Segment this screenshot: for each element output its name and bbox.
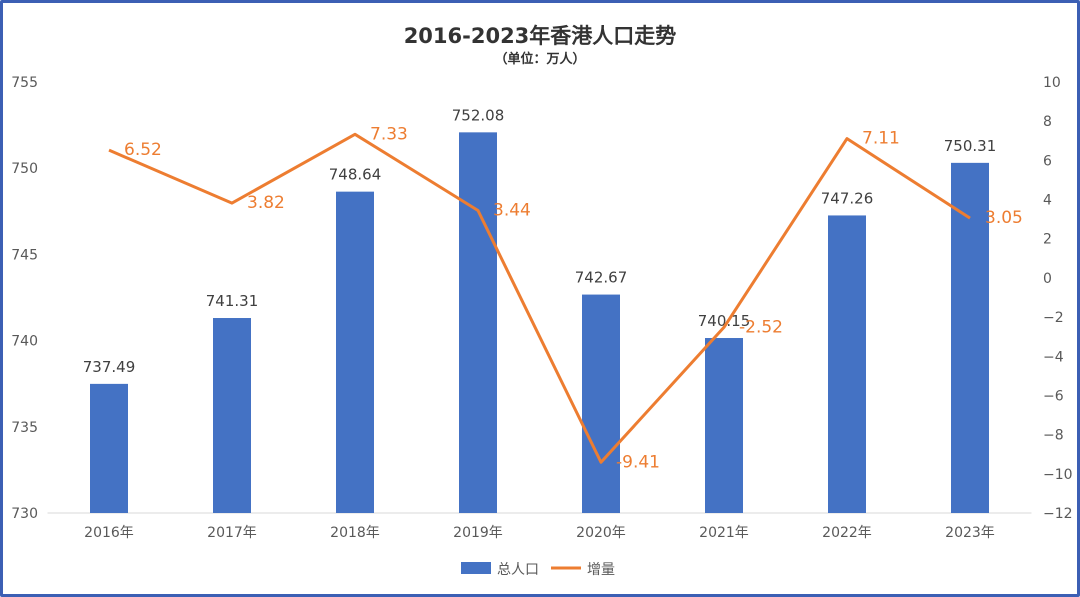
y-right-tick-label: −2 bbox=[1043, 310, 1064, 326]
bar bbox=[90, 383, 128, 513]
y-left-tick-label: 740 bbox=[11, 334, 38, 350]
y-right-tick-label: 2 bbox=[1043, 232, 1052, 248]
x-tick-label: 2016年 bbox=[84, 525, 134, 541]
x-tick-label: 2023年 bbox=[945, 525, 995, 541]
x-tick-label: 2020年 bbox=[576, 525, 626, 541]
line-data-label: -9.41 bbox=[616, 452, 660, 472]
line-data-label: 3.44 bbox=[493, 201, 531, 221]
y-right-tick-label: −4 bbox=[1043, 349, 1064, 365]
bar-data-label: 742.67 bbox=[575, 269, 628, 287]
y-right-tick-label: 6 bbox=[1043, 153, 1052, 169]
bar bbox=[459, 132, 497, 513]
y-right-tick-label: −8 bbox=[1043, 428, 1064, 444]
bar-data-label: 747.26 bbox=[821, 189, 874, 207]
y-left-tick-label: 745 bbox=[11, 247, 38, 263]
legend-label-line: 增量 bbox=[587, 562, 615, 578]
x-tick-label: 2017年 bbox=[207, 525, 257, 541]
y-right-tick-label: −10 bbox=[1043, 467, 1073, 483]
bar-data-label: 748.64 bbox=[329, 166, 382, 184]
bar bbox=[951, 162, 989, 514]
bar-data-label: 750.31 bbox=[944, 137, 997, 155]
line-data-label: 3.05 bbox=[985, 208, 1023, 228]
chart-subtitle: （单位：万人） bbox=[494, 52, 586, 67]
y-right-tick-label: −6 bbox=[1043, 388, 1064, 404]
legend-swatch-bar bbox=[461, 562, 491, 574]
line-data-label: 7.33 bbox=[370, 124, 408, 144]
bar-data-label: 737.49 bbox=[83, 358, 136, 376]
y-right-tick-label: 0 bbox=[1043, 271, 1052, 287]
y-right-tick-label: −12 bbox=[1043, 506, 1073, 522]
line-data-label: 7.11 bbox=[862, 129, 900, 149]
bar bbox=[336, 191, 374, 513]
y-left-tick-label: 735 bbox=[11, 420, 38, 436]
x-tick-label: 2019年 bbox=[453, 525, 503, 541]
bar bbox=[582, 294, 620, 513]
line-data-label: 6.52 bbox=[124, 140, 162, 160]
bar-data-label: 752.08 bbox=[452, 106, 505, 124]
y-right-tick-label: 8 bbox=[1043, 114, 1052, 130]
x-tick-label: 2021年 bbox=[699, 525, 749, 541]
line-series bbox=[108, 132, 971, 464]
bar bbox=[828, 215, 866, 513]
bar bbox=[705, 338, 743, 513]
chart-title: 2016-2023年香港人口走势 bbox=[403, 24, 677, 48]
y-right-tick-label: 10 bbox=[1043, 75, 1061, 91]
line-data-label: 3.82 bbox=[247, 193, 285, 213]
x-tick-label: 2018年 bbox=[330, 525, 380, 541]
y-left-tick-label: 750 bbox=[11, 161, 38, 177]
bar-data-label: 740.15 bbox=[698, 312, 751, 330]
bar bbox=[213, 318, 251, 513]
y-left-tick-label: 730 bbox=[11, 506, 38, 522]
y-right-tick-label: 4 bbox=[1043, 193, 1052, 209]
y-left-tick-label: 755 bbox=[11, 75, 38, 91]
line-data-label: -2.52 bbox=[739, 317, 783, 337]
x-tick-label: 2022年 bbox=[822, 525, 872, 541]
bar-data-label: 741.31 bbox=[206, 292, 259, 310]
legend-label-bar: 总人口 bbox=[497, 562, 539, 578]
